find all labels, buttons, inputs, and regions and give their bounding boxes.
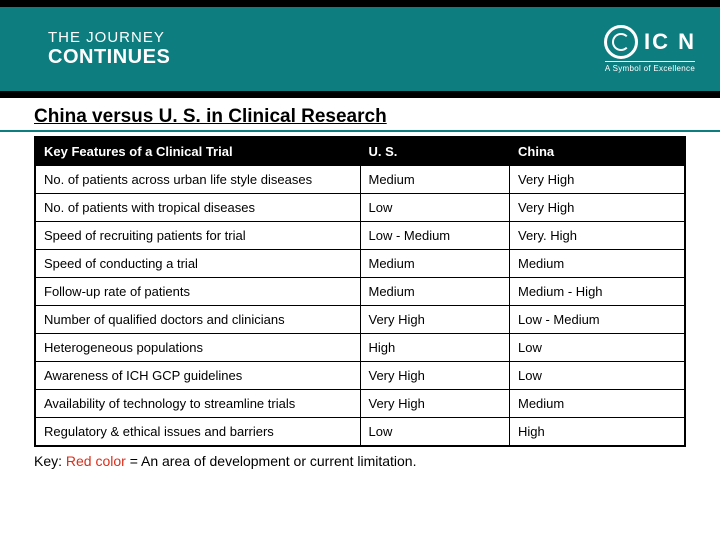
cell-us: Very High — [360, 390, 510, 418]
cell-feature: Regulatory & ethical issues and barriers — [35, 418, 360, 447]
icon-logo-row: IC N — [604, 25, 696, 59]
cell-feature: Speed of conducting a trial — [35, 250, 360, 278]
title-wrap: China versus U. S. in Clinical Research — [0, 98, 720, 132]
cell-feature: Number of qualified doctors and clinicia… — [35, 306, 360, 334]
cell-china: High — [510, 418, 686, 447]
red-text: Red color — [66, 453, 126, 469]
cell-us: High — [360, 334, 510, 362]
table-row: Awareness of ICH GCP guidelinesVery High… — [35, 362, 685, 390]
journey-top: THE JOURNEY — [48, 30, 170, 47]
swirl-icon — [604, 25, 638, 59]
cell-us: Medium — [360, 278, 510, 306]
cell-china: Low - Medium — [510, 306, 686, 334]
table-row: Number of qualified doctors and clinicia… — [35, 306, 685, 334]
cell-china: Medium — [510, 390, 686, 418]
logo-text: IC N — [644, 29, 696, 55]
journey-title: THE JOURNEY CONTINUES — [48, 30, 170, 69]
cell-china: Medium — [510, 250, 686, 278]
cell-us: Very High — [360, 306, 510, 334]
icon-logo: IC N A Symbol of Excellence — [604, 25, 696, 73]
journey-bottom: CONTINUES — [48, 46, 170, 68]
footnote-rest: = An area of development or current limi… — [126, 453, 417, 469]
cell-feature: Speed of recruiting patients for trial — [35, 222, 360, 250]
cell-feature: Awareness of ICH GCP guidelines — [35, 362, 360, 390]
cell-feature: No. of patients across urban life style … — [35, 166, 360, 194]
cell-us: Medium — [360, 166, 510, 194]
table-row: No. of patients across urban life style … — [35, 166, 685, 194]
cell-us: Low - Medium — [360, 222, 510, 250]
col-header-us: U. S. — [360, 137, 510, 166]
header-band: THE JOURNEY CONTINUES IC N A Symbol of E… — [0, 0, 720, 98]
cell-china: Low — [510, 334, 686, 362]
table-row: Speed of recruiting patients for trialLo… — [35, 222, 685, 250]
cell-feature: No. of patients with tropical diseases — [35, 194, 360, 222]
cell-china: Very High — [510, 194, 686, 222]
footnote: Key: Red color = An area of development … — [0, 447, 720, 469]
cell-feature: Availability of technology to streamline… — [35, 390, 360, 418]
table-row: Availability of technology to streamline… — [35, 390, 685, 418]
table-wrap: Key Features of a Clinical Trial U. S. C… — [0, 132, 720, 447]
key-label: Key: — [34, 453, 62, 469]
table-row: Follow-up rate of patientsMediumMedium -… — [35, 278, 685, 306]
cell-us: Low — [360, 418, 510, 447]
table-row: Regulatory & ethical issues and barriers… — [35, 418, 685, 447]
table-row: No. of patients with tropical diseasesLo… — [35, 194, 685, 222]
cell-china: Low — [510, 362, 686, 390]
table-header-row: Key Features of a Clinical Trial U. S. C… — [35, 137, 685, 166]
cell-feature: Follow-up rate of patients — [35, 278, 360, 306]
cell-china: Medium - High — [510, 278, 686, 306]
col-header-feature: Key Features of a Clinical Trial — [35, 137, 360, 166]
table-row: Heterogeneous populationsHighLow — [35, 334, 685, 362]
col-header-china: China — [510, 137, 686, 166]
cell-china: Very. High — [510, 222, 686, 250]
cell-us: Medium — [360, 250, 510, 278]
cell-us: Low — [360, 194, 510, 222]
logo-subtitle: A Symbol of Excellence — [605, 61, 695, 73]
comparison-table: Key Features of a Clinical Trial U. S. C… — [34, 136, 686, 447]
cell-china: Very High — [510, 166, 686, 194]
table-row: Speed of conducting a trialMediumMedium — [35, 250, 685, 278]
cell-us: Very High — [360, 362, 510, 390]
table-body: No. of patients across urban life style … — [35, 166, 685, 447]
page-title: China versus U. S. in Clinical Research — [34, 106, 387, 127]
cell-feature: Heterogeneous populations — [35, 334, 360, 362]
